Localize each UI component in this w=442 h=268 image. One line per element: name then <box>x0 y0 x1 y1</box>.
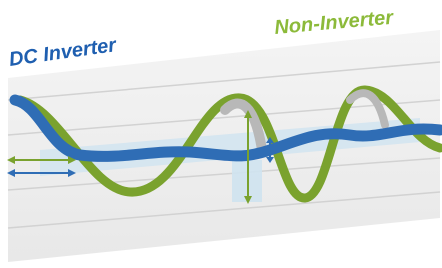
illustration: DC Inverter Non-Inverter <box>0 0 442 268</box>
non-inverter-label: Non-Inverter <box>274 7 396 39</box>
dc-inverter-label: DC Inverter <box>8 34 119 71</box>
